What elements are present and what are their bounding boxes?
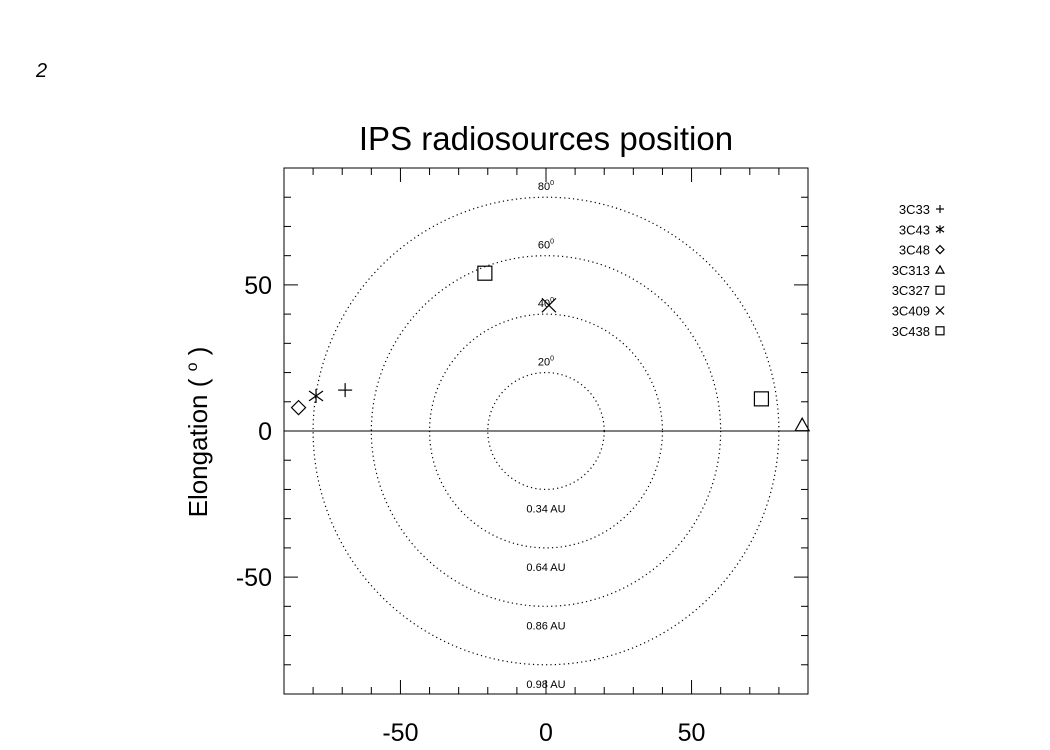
legend-marker: [935, 244, 945, 255]
y-axis-unit: o: [184, 362, 201, 371]
legend-marker: [934, 264, 946, 274]
data-points: [290, 265, 811, 432]
data-point-3c43: [308, 388, 324, 403]
y-tick-label: 0: [258, 418, 272, 446]
svg-text:Elongation ( o ): Elongation ( o ): [183, 347, 213, 518]
x-tick-label: 50: [678, 719, 706, 747]
legend-marker: [935, 306, 945, 315]
legend-label: 3C409: [892, 304, 930, 319]
circle-angle-label: 200: [538, 356, 554, 369]
x-tick-label: -50: [382, 719, 418, 747]
circle-distance-label: 0.86 AU: [526, 620, 565, 632]
legend-label: 3C313: [892, 263, 930, 278]
data-point-3c313: [794, 416, 811, 432]
legend-label: 3C48: [899, 243, 930, 258]
legend: 3C33 3C43 3C48 3C313 3C327 3C409 3C438: [892, 202, 946, 339]
legend-marker: [936, 205, 944, 213]
y-axis-label: Elongation ( o ): [183, 347, 213, 518]
circle-distance-label: 0.64 AU: [526, 562, 565, 574]
legend-label: 3C327: [892, 283, 930, 298]
legend-marker: [935, 225, 945, 234]
y-tick-label: 50: [244, 272, 272, 300]
data-point-3c48: [290, 399, 307, 416]
data-point-3c33: [338, 383, 353, 398]
chart-title: IPS radiosources position: [359, 120, 733, 157]
circle-distance-label: 0.34 AU: [526, 503, 565, 515]
circle-angle-label: 800: [538, 180, 554, 193]
page-marker: 2: [36, 60, 48, 82]
circle-angle-label: 600: [538, 239, 554, 252]
legend-label: 3C43: [899, 222, 930, 237]
legend-label: 3C33: [899, 202, 930, 217]
data-point-3c409: [541, 297, 557, 313]
data-point-3c327: [477, 265, 493, 281]
y-axis-label-text: Elongation: [183, 395, 213, 518]
x-tick-label: 0: [539, 719, 553, 747]
data-point-3c438: [753, 391, 770, 407]
legend-marker: [935, 285, 945, 295]
axis-ticks: -50 0 50 -50 0 50: [236, 168, 808, 747]
y-tick-label: -50: [236, 564, 272, 592]
legend-marker: [935, 326, 945, 336]
legend-label: 3C438: [892, 324, 930, 339]
